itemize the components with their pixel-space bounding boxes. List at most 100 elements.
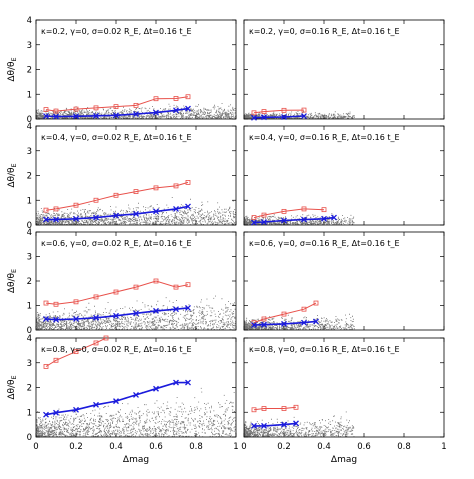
blue-series-line — [45, 381, 188, 416]
blue-cross-marker — [261, 321, 267, 328]
red-square-marker — [103, 335, 109, 341]
y-axis-label: Δθ/θE — [7, 269, 18, 293]
y-tick-label: 4 — [27, 122, 32, 132]
blue-cross-marker — [301, 216, 307, 223]
blue-cross-marker — [153, 109, 159, 116]
red-square-marker — [173, 96, 179, 101]
blue-cross-marker — [185, 379, 191, 386]
blue-cross-marker — [321, 215, 327, 222]
blue-cross-marker — [261, 219, 267, 225]
x-tick-label: 0.2 — [277, 442, 291, 452]
red-square-marker — [313, 300, 319, 306]
red-square-marker — [173, 284, 179, 290]
scatter-cloud — [36, 387, 236, 437]
blue-cross-marker — [113, 398, 119, 405]
blue-series-line — [254, 422, 297, 427]
blue-cross-marker — [133, 391, 139, 398]
panel-1: 0 1 2 3 4 κ=0.2, γ=0, σ=0.02 R_E, Δt=0.16 t_E… — [7, 16, 237, 125]
blue-cross-marker — [185, 203, 191, 210]
scatter-cloud — [244, 411, 355, 437]
red-series-line — [45, 96, 189, 112]
red-square-marker — [133, 189, 139, 194]
panel-2: κ=0.2, γ=0, σ=0.16 R_E, Δt=0.16 t_E — [243, 19, 445, 121]
blue-cross-marker — [261, 422, 267, 429]
x-tick-label: 0.8 — [397, 442, 411, 452]
red-square-marker — [261, 212, 267, 218]
red-square-marker — [185, 94, 191, 100]
y-tick-label: 0 — [27, 221, 32, 231]
blue-cross-marker — [173, 205, 179, 212]
red-square-marker — [281, 311, 287, 317]
red-square-marker — [251, 110, 257, 116]
blue-cross-marker — [281, 217, 287, 224]
blue-cross-marker — [185, 304, 191, 311]
blue-cross-marker — [43, 411, 49, 418]
scatter-cloud — [36, 103, 236, 119]
blue-series-line — [253, 216, 335, 224]
blue-cross-marker — [93, 314, 99, 321]
x-tick-label: 0.8 — [189, 442, 203, 452]
blue-cross-marker — [261, 114, 267, 121]
red-square-marker — [153, 96, 159, 102]
blue-cross-marker — [251, 114, 257, 121]
red-square-marker — [73, 202, 79, 208]
blue-cross-marker — [133, 310, 139, 317]
y-tick-label: 4 — [27, 334, 32, 344]
y-tick-label: 2 — [27, 66, 32, 76]
blue-cross-marker — [185, 105, 191, 112]
red-square-marker — [43, 207, 49, 213]
x-tick-label: 0 — [33, 442, 38, 452]
panel-6: κ=0.6, γ=0, σ=0.16 R_E, Δt=0.16 t_E — [243, 231, 445, 331]
blue-cross-marker — [301, 319, 307, 326]
panel-8: 0 0.2 0.4 0.6 0.8 1 κ=0.8, γ=0, σ=0.16 R_E, Δt… — [241, 337, 447, 465]
x-axis-label: Δmag — [331, 455, 357, 465]
blue-cross-marker — [53, 216, 59, 223]
y-tick-label: 2 — [27, 277, 32, 287]
y-tick-label: 1 — [27, 196, 32, 206]
blue-cross-marker — [281, 114, 287, 120]
blue-cross-marker — [73, 113, 79, 120]
red-square-marker — [251, 215, 257, 220]
red-square-marker — [173, 183, 179, 189]
blue-cross-marker — [153, 208, 159, 215]
blue-cross-marker — [43, 316, 49, 322]
blue-cross-marker — [281, 320, 287, 327]
x-tick-label: 0.4 — [109, 442, 123, 452]
red-square-marker — [113, 192, 119, 198]
blue-cross-marker — [301, 113, 307, 119]
panel-annotation: κ=0.4, γ=0, σ=0.16 R_E, Δt=0.16 t_E — [249, 133, 400, 142]
y-tick-label: 4 — [27, 228, 32, 238]
panel-annotation: κ=0.4, γ=0, σ=0.02 R_E, Δt=0.16 t_E — [41, 133, 192, 142]
blue-cross-marker — [113, 212, 119, 219]
blue-cross-marker — [93, 214, 99, 221]
x-tick-label: 0.6 — [149, 442, 163, 452]
red-series-line — [45, 280, 189, 305]
blue-cross-marker — [173, 379, 179, 386]
panel-annotation: κ=0.8, γ=0, σ=0.02 R_E, Δt=0.16 t_E — [41, 345, 192, 354]
y-tick-label: 1 — [27, 302, 32, 312]
red-square-marker — [93, 340, 99, 346]
red-square-marker — [185, 180, 191, 185]
scatter-cloud — [36, 295, 236, 330]
red-square-marker — [301, 306, 307, 312]
panel-annotation: κ=0.6, γ=0, σ=0.16 R_E, Δt=0.16 t_E — [249, 239, 400, 248]
red-square-marker — [251, 407, 257, 413]
y-tick-label: 3 — [27, 253, 32, 263]
blue-cross-marker — [251, 219, 257, 226]
x-tick-label: 0 — [241, 442, 246, 452]
red-square-marker — [93, 294, 99, 300]
red-square-marker — [53, 357, 59, 363]
red-series-line — [45, 338, 107, 367]
red-square-marker — [43, 107, 49, 112]
red-square-marker — [53, 301, 59, 307]
red-square-marker — [73, 299, 79, 305]
x-tick-label: 0.6 — [357, 442, 371, 452]
y-tick-label: 1 — [27, 408, 32, 418]
x-tick-label: 0.4 — [317, 442, 331, 452]
red-square-marker — [261, 406, 267, 411]
panel-annotation: κ=0.2, γ=0, σ=0.16 R_E, Δt=0.16 t_E — [249, 27, 400, 36]
blue-cross-marker — [73, 215, 79, 222]
red-series-line — [253, 302, 317, 324]
